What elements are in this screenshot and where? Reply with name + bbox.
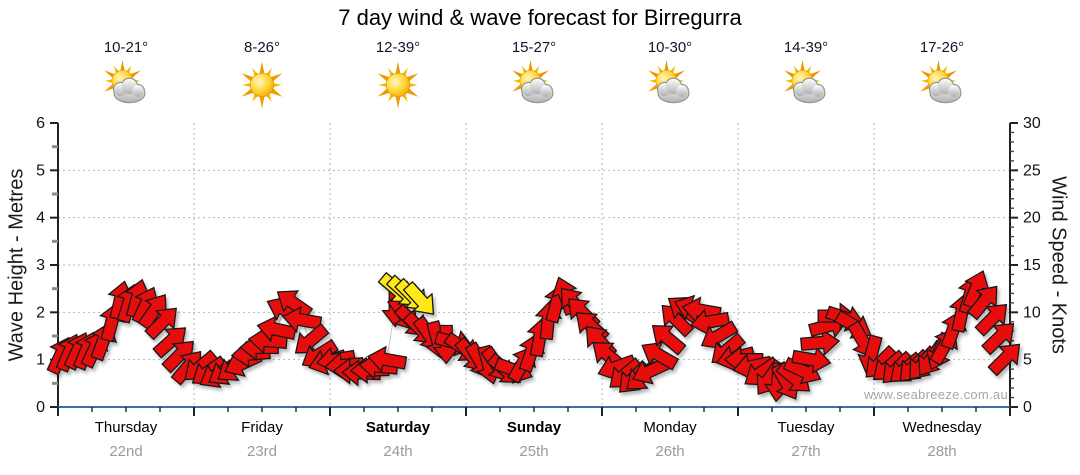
left-tick-label: 6 (36, 115, 45, 132)
wind-arrow (974, 303, 1008, 337)
wind-arrow (700, 320, 739, 350)
cloud-icon (656, 77, 690, 104)
day-name-label: Tuesday (777, 419, 835, 436)
weather-icon-sun-cloud (916, 59, 968, 111)
cloud-icon (112, 77, 146, 104)
day-name-label: Saturday (365, 419, 431, 436)
wind-arrow (641, 341, 680, 371)
day-name-label: Thursday (94, 419, 158, 436)
day-date-label: 26th (655, 443, 685, 460)
day-temp-range: 10-21° (103, 39, 149, 56)
wind-arrow (987, 343, 1021, 377)
left-tick-label: 1 (36, 352, 45, 369)
day-temp-range: 17-26° (919, 39, 965, 56)
wind-arrow (144, 307, 177, 341)
weather-icon-sun-cloud (780, 59, 832, 111)
weather-icon-sun-cloud (508, 59, 560, 111)
right-tick-label: 15 (1023, 257, 1041, 274)
weather-icon-sun (236, 59, 288, 111)
day-name-label: Friday (241, 419, 283, 436)
weather-icon-sun-cloud (644, 59, 696, 111)
day-date-label: 22nd (109, 443, 143, 460)
day-temp-range: 15-27° (511, 39, 557, 56)
weather-icon-sun (372, 59, 424, 111)
day-date-label: 23rd (246, 443, 278, 460)
wind-arrow (152, 327, 187, 359)
chart-title: 7 day wind & wave forecast for Birregurr… (338, 5, 742, 30)
left-tick-label: 4 (36, 210, 45, 227)
watermark: www.seabreeze.com.au (863, 387, 1008, 402)
right-tick-label: 20 (1023, 210, 1041, 227)
day-temp-range: 14-39° (783, 39, 829, 56)
sun-icon (241, 61, 283, 109)
wind-arrow (651, 325, 687, 356)
sun-icon (377, 61, 419, 109)
cloud-icon (928, 77, 962, 104)
day-date-label: 28th (927, 443, 957, 460)
cloud-icon (792, 77, 826, 104)
wind-arrow (366, 345, 408, 373)
day-date-label: 24th (383, 443, 413, 460)
wind-arrow (800, 328, 841, 357)
left-tick-label: 3 (36, 257, 45, 274)
day-date-label: 25th (519, 443, 549, 460)
wind-arrow (966, 285, 998, 321)
wind-arrow (281, 305, 323, 334)
wind-arrow (791, 346, 832, 374)
right-tick-label: 0 (1023, 399, 1032, 416)
weather-icon-sun-cloud (100, 59, 152, 111)
cloud-icon (520, 77, 554, 104)
day-name-label: Sunday (506, 419, 562, 436)
right-axis-title: Wind Speed - Knots (1047, 176, 1070, 354)
left-axis-title: Wave Height - Metres (5, 168, 28, 362)
wind-arrow (402, 280, 435, 315)
left-tick-label: 5 (36, 162, 45, 179)
left-tick-label: 0 (36, 399, 45, 416)
day-date-label: 27th (791, 443, 821, 460)
day-temp-range: 10-30° (647, 39, 693, 56)
wind-arrow (161, 340, 194, 374)
right-tick-label: 25 (1023, 162, 1041, 179)
left-tick-label: 2 (36, 304, 45, 321)
right-tick-label: 30 (1023, 115, 1041, 132)
wind-arrow (276, 290, 314, 320)
day-temp-range: 12-39° (375, 39, 421, 56)
day-name-label: Wednesday (902, 419, 982, 436)
wind-arrows (46, 270, 1021, 403)
day-name-label: Monday (643, 419, 697, 436)
right-tick-label: 10 (1023, 304, 1041, 321)
wind-arrow (294, 322, 330, 354)
day-temp-range: 8-26° (243, 39, 281, 56)
axis-ticks: 0 1 2 3 4 5 6 0 5 10 15 20 25 30 (36, 115, 1041, 416)
wind-arrow (981, 322, 1015, 356)
right-tick-label: 5 (1023, 352, 1032, 369)
